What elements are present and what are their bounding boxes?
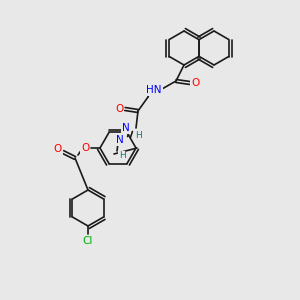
Text: HN: HN [146,85,162,95]
Text: N: N [122,123,130,133]
Text: O: O [81,143,89,153]
Text: O: O [191,78,199,88]
Text: O: O [54,144,62,154]
Text: O: O [115,104,123,114]
Text: H: H [118,152,125,160]
Text: H: H [135,130,141,140]
Text: Cl: Cl [83,236,93,246]
Text: N: N [116,135,124,145]
